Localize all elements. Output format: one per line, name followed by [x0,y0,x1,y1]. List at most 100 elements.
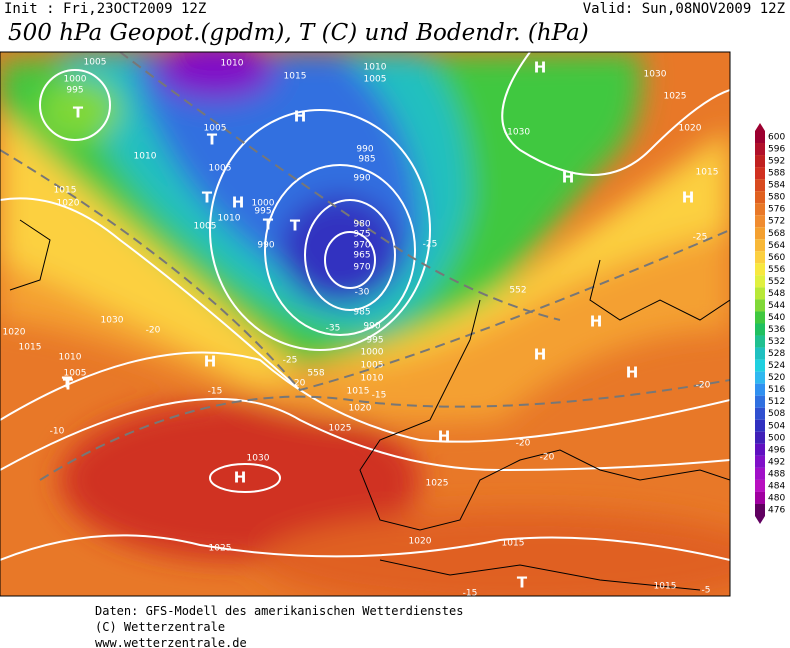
map-label: 1005 [209,164,232,174]
map-label: -10 [50,427,65,437]
colorbar: 600 596 592 588 584 580 576 572 568 564 560 556 552 5… [755,122,785,525]
colorbar-swatch [755,347,765,360]
map-label: 990 [356,145,373,155]
valid-time: Valid: Sun,08NOV2009 12Z [583,1,785,17]
colorbar-label: 564 [768,241,785,251]
colorbar-swatch [755,203,765,216]
colorbar-swatch [755,263,765,276]
colorbar-label: 580 [768,193,785,203]
colorbar-label: 540 [768,313,785,323]
colorbar-swatch [755,275,765,288]
map-label: H [294,108,307,126]
colorbar-swatch [755,191,765,204]
map-label: 1010 [134,152,157,162]
map-label: H [438,428,451,446]
colorbar-label: 500 [768,433,785,443]
colorbar-label: 528 [768,349,785,359]
map-label: T [73,104,84,122]
colorbar-label: 488 [768,469,785,479]
map-label: 1025 [664,92,687,102]
map-label: -20 [516,439,531,449]
map-label: -1030 [504,128,530,138]
map-label: 1015 [696,168,719,178]
colorbar-label: 560 [768,253,785,263]
colorbar-swatch [755,467,765,480]
colorbar-swatch [755,335,765,348]
map-label: T [62,374,73,392]
map-label: 980 [353,220,370,230]
map-label: -35 [326,324,341,334]
map-label: H [626,364,639,382]
map-label: -25 [423,240,438,250]
map-label: 1005 [361,361,384,371]
map-label: 1025 [209,544,232,554]
map-label: 990 [363,322,380,332]
map-label: -25 [283,356,298,366]
map-label: 1010 [221,59,244,69]
colorbar-label: 544 [768,301,785,311]
map-label: 558 [307,369,324,379]
colorbar-label: 568 [768,229,785,239]
map-frame [0,51,731,597]
colorbar-swatch [755,227,765,240]
colorbar-label: 492 [768,457,785,467]
colorbar-swatch [755,395,765,408]
map-label: -15 [208,387,223,397]
map-label: -20 [291,379,306,389]
colorbar-swatch [755,155,765,168]
map-label: T [517,574,528,592]
colorbar-label: 600 [768,133,785,143]
colorbar-swatch [755,407,765,420]
colorbar-label: 532 [768,337,785,347]
colorbar-swatch [755,371,765,384]
map-label: 1000 [64,75,87,85]
map-label: 1030 [644,70,667,80]
colorbar-swatch [755,359,765,372]
map-label: T [207,131,218,149]
colorbar-label: 592 [768,157,785,167]
colorbar-label: 548 [768,289,785,299]
map-label: -15 [372,391,387,401]
colorbar-label: 596 [768,145,785,155]
map-label: 1015 [19,343,42,353]
map-label: 1020 [57,199,80,209]
colorbar-swatch [755,287,765,300]
map-label: 1000 [252,199,275,209]
map-label: 970 [353,263,370,273]
colorbar-top-tip [755,122,765,131]
map-label: -5 [702,586,711,596]
colorbar-swatch [755,503,765,517]
map-label: 1030 [101,316,124,326]
colorbar-label: 536 [768,325,785,335]
map-label: 985 [358,155,375,165]
map-label: 1005 [364,75,387,85]
colorbar-swatch [755,383,765,396]
colorbar-label: 512 [768,397,785,407]
colorbar-swatch [755,479,765,492]
map-label: 970 [353,241,370,251]
colorbar-swatch [755,323,765,336]
colorbar-swatch [755,215,765,228]
map-label: 1030 [247,454,270,464]
map-label: 995 [366,336,383,346]
colorbar-swatch [755,311,765,324]
colorbar-label: 524 [768,361,785,371]
colorbar-swatch [755,455,765,468]
colorbar-swatch [755,491,765,504]
map-label: 1005 [64,369,87,379]
map-label: 1015 [284,72,307,82]
map-label: 552 [509,286,526,296]
map-label: 995 [254,207,271,217]
colorbar-label: 496 [768,445,785,455]
map-label: H [562,169,575,187]
map-label: 985 [353,308,370,318]
map-label: H [534,346,547,364]
map-label: T [202,189,213,207]
colorbar-swatch [755,143,765,156]
map-label: 1015 [347,387,370,397]
colorbar-swatch [755,251,765,264]
map-label: 1010 [361,374,384,384]
map-label: 1020 [3,328,26,338]
colorbar-label: 584 [768,181,785,191]
